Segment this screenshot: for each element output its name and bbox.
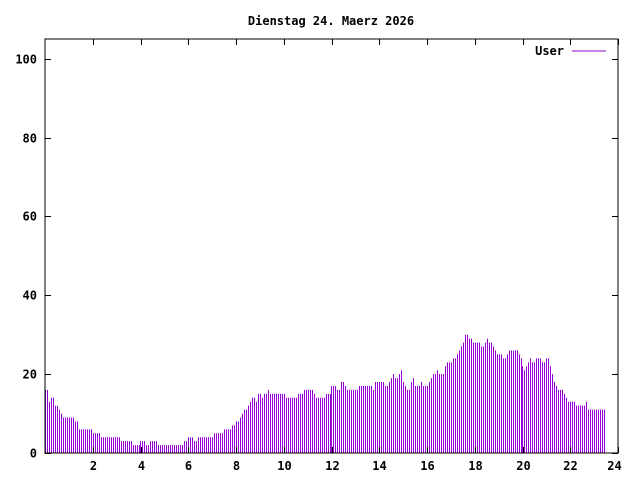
y-tick-label-60: 60 [23,210,37,224]
legend-label-user: User [535,44,564,58]
legend: User [535,44,606,58]
x-tick-label-20: 20 [516,459,530,473]
x-tick-label-18: 18 [468,459,482,473]
y-tick-label-0: 0 [30,447,37,461]
x-tick-label-8: 8 [233,459,240,473]
x-tick-label-10: 10 [277,459,291,473]
plot-frame [44,38,619,454]
x-tick-label-16: 16 [420,459,434,473]
x-tick-label-12: 12 [325,459,339,473]
y-tick-label-20: 20 [23,368,37,382]
y-tick-label-40: 40 [23,289,37,303]
x-tick-label-14: 14 [372,459,386,473]
x-tick-label-4: 4 [138,459,145,473]
chart-title: Dienstag 24. Maerz 2026 [248,14,414,28]
x-tick-label-24: 24 [607,459,621,473]
x-tick-label-6: 6 [185,459,192,473]
y-tick-label-100: 100 [15,53,37,67]
x-tick-label-2: 2 [90,459,97,473]
bar-series-user [45,334,605,453]
y-tick-label-80: 80 [23,132,37,146]
x-tick-label-22: 22 [563,459,577,473]
